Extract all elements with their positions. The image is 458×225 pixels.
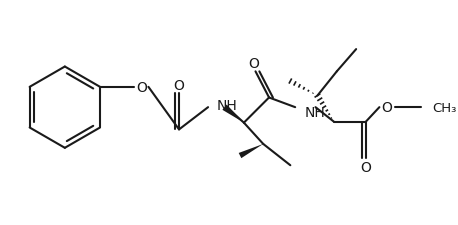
Text: NH: NH	[305, 106, 326, 119]
Text: O: O	[174, 79, 185, 92]
Polygon shape	[223, 105, 244, 123]
Text: O: O	[382, 101, 393, 115]
Text: O: O	[136, 81, 147, 94]
Text: NH: NH	[217, 99, 238, 113]
Text: O: O	[360, 160, 371, 174]
Text: CH₃: CH₃	[433, 101, 457, 114]
Text: O: O	[248, 56, 259, 70]
Polygon shape	[239, 144, 263, 158]
